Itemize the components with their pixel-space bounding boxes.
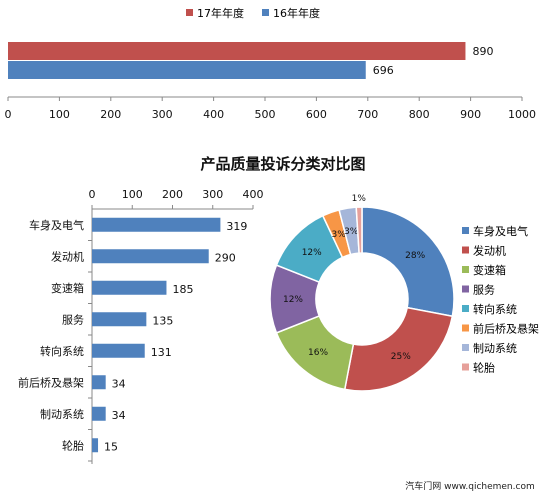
donut-legend-swatch (462, 246, 469, 254)
donut-legend-label: 制动系统 (473, 342, 517, 355)
chart-title: 产品质量投诉分类对比图 (200, 155, 365, 173)
legend-label-2: 16年年度 (273, 6, 320, 20)
category-label: 转向系统 (40, 344, 84, 358)
category-bar (92, 217, 221, 232)
legend-swatch-1 (186, 9, 193, 16)
donut-percent-label-1: 28% (405, 251, 425, 261)
donut-percent-label-5: 12% (302, 248, 322, 258)
x-tick-label: 500 (255, 108, 276, 121)
donut-percent-label-4: 12% (283, 295, 303, 305)
donut-legend-swatch (462, 305, 469, 312)
donut-legend-swatch (462, 363, 469, 371)
category-label: 服务 (62, 313, 84, 326)
x-tick-label: 100 (49, 108, 70, 121)
donut-legend-label: 轮胎 (473, 361, 495, 375)
category-x-tick-label: 0 (89, 188, 96, 201)
donut-legend-swatch (462, 227, 469, 234)
category-bar (92, 406, 106, 421)
category-label: 变速箱 (51, 281, 84, 295)
donut-slice-1 (361, 206, 455, 318)
x-tick-label: 0 (5, 108, 12, 121)
category-label: 制动系统 (40, 408, 84, 421)
watermark-text: 汽车门网 www.qichemen.com (405, 480, 534, 492)
bar-value-label-1: 890 (472, 45, 493, 58)
x-tick-label: 300 (152, 108, 173, 121)
x-tick-label: 1000 (508, 108, 536, 121)
category-bar (92, 280, 167, 295)
category-value-label: 15 (104, 440, 118, 453)
category-bar (92, 438, 99, 453)
category-bar (92, 249, 209, 264)
category-x-tick-label: 200 (162, 188, 183, 201)
category-label: 前后桥及悬架 (18, 375, 84, 389)
category-bar (92, 343, 145, 358)
donut-percent-label-7: 3% (344, 227, 359, 237)
category-value-label: 34 (112, 377, 126, 390)
category-value-label: 135 (152, 314, 173, 327)
donut-slice-8 (355, 206, 363, 254)
bar-1 (8, 42, 466, 60)
category-x-tick-label: 400 (243, 188, 264, 201)
category-x-tick-label: 300 (202, 188, 223, 201)
category-value-label: 185 (172, 283, 193, 296)
category-value-label: 131 (151, 346, 172, 359)
donut-legend-swatch (462, 285, 469, 293)
donut-legend-label: 服务 (473, 284, 495, 297)
donut-legend-label: 变速箱 (473, 263, 506, 277)
category-label: 轮胎 (62, 438, 84, 452)
x-tick-label: 200 (100, 108, 121, 121)
donut-percent-label-3: 16% (308, 348, 328, 358)
legend-label-1: 17年年度 (197, 6, 244, 20)
donut-slice-2 (343, 306, 454, 392)
category-x-tick-label: 100 (122, 188, 143, 201)
x-tick-label: 600 (306, 108, 327, 121)
donut-legend-swatch (462, 266, 469, 273)
donut-legend-label: 转向系统 (473, 302, 517, 316)
donut-legend-label: 发动机 (473, 244, 506, 258)
donut-percent-label-6: 3% (331, 230, 346, 240)
category-label: 车身及电气 (29, 218, 84, 232)
category-value-label: 34 (112, 409, 126, 422)
donut-legend-swatch (462, 344, 469, 351)
bar-2 (8, 61, 366, 79)
category-label: 发动机 (51, 249, 84, 263)
donut-legend-label: 车身及电气 (473, 224, 528, 238)
donut-legend-label: 前后桥及悬架 (473, 322, 539, 336)
legend-swatch-2 (262, 9, 269, 16)
donut-percent-label-8: 1% (352, 194, 367, 204)
x-tick-label: 900 (460, 108, 481, 121)
category-bar (92, 375, 106, 390)
category-value-label: 290 (215, 251, 236, 264)
x-tick-label: 800 (409, 108, 430, 121)
bar-value-label-2: 696 (373, 64, 394, 77)
donut-legend-swatch (462, 324, 469, 332)
category-value-label: 319 (226, 220, 247, 233)
donut-percent-label-2: 25% (391, 352, 411, 362)
category-bar (92, 312, 147, 327)
x-tick-label: 400 (203, 108, 224, 121)
x-tick-label: 700 (357, 108, 378, 121)
